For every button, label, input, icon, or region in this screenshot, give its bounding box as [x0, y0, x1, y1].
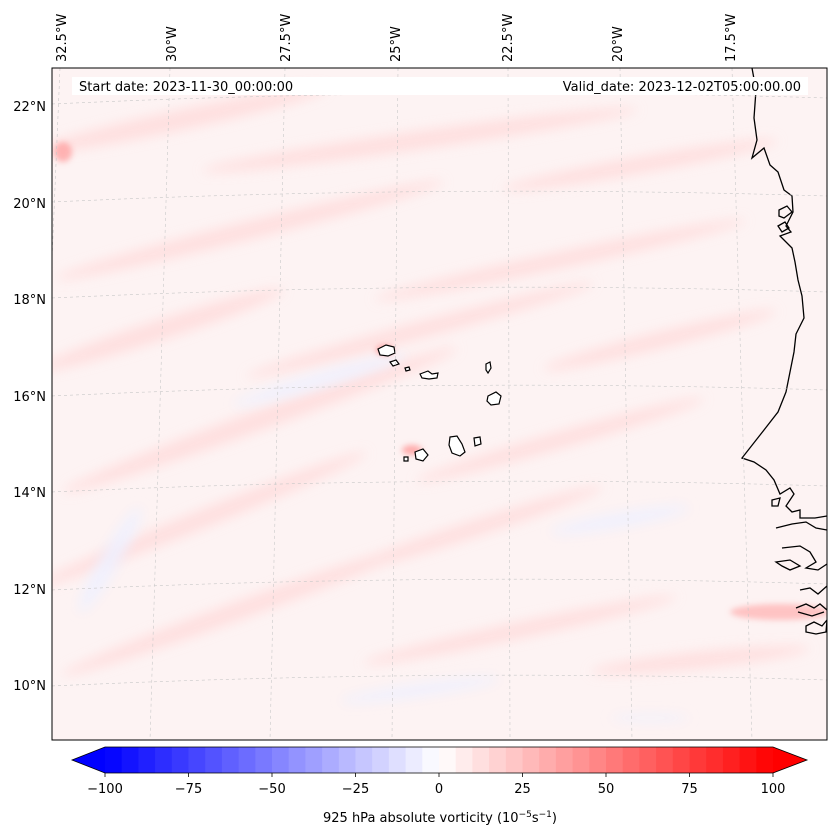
island-santo-antao: [377, 344, 396, 357]
colorbar-segment: [555, 747, 573, 773]
colorbar-segment: [238, 747, 256, 773]
valid-date-label: Valid_date: 2023-12-02T05:00:00.00: [563, 80, 801, 95]
cbar-tick-label: 25: [514, 782, 531, 797]
start-date-label: Start date: 2023-11-30_00:00:00: [79, 80, 293, 95]
longitude-labels: 32.5°W 30°W 27.5°W 25°W 22.5°W 20°W 17.5…: [55, 14, 739, 62]
cbar-tick-label: 100: [761, 782, 786, 797]
colorbar-segment: [105, 747, 123, 773]
lon-label-17-5w: 17.5°W: [724, 14, 739, 62]
colorbar-segment: [656, 747, 674, 773]
colorbar-segment: [572, 747, 590, 773]
lon-label-20w: 20°W: [611, 26, 626, 62]
colorbar-segment: [338, 747, 356, 773]
island-maio: [473, 436, 482, 447]
colorbar-label: 925 hPa absolute vorticity (10−5s−1): [323, 810, 557, 826]
cbar-tick-label: −75: [175, 782, 202, 797]
colorbar-segment: [188, 747, 206, 773]
island-santiago: [448, 435, 466, 457]
colorbar-segment: [138, 747, 156, 773]
lon-label-22-5w: 22.5°W: [501, 14, 516, 62]
island-sao-vicente: [389, 359, 400, 367]
colorbar-segment: [372, 747, 390, 773]
colorbar-segment: [205, 747, 223, 773]
colorbar-segment: [756, 747, 774, 773]
colorbar-segment: [589, 747, 607, 773]
colorbar-segment: [155, 747, 173, 773]
colorbar-segments: [72, 747, 807, 773]
lat-label-10n: 10°N: [13, 679, 46, 694]
colorbar-min-extension: [72, 747, 105, 773]
colorbar-segment: [455, 747, 473, 773]
map-frame: [51, 67, 828, 741]
island-fogo: [414, 448, 429, 462]
lat-label-16n: 16°N: [13, 390, 46, 405]
colorbar-segment: [221, 747, 239, 773]
colorbar-segment: [472, 747, 490, 773]
colorbar-segment: [171, 747, 189, 773]
island-brava: [403, 456, 409, 462]
lon-label-32-5w: 32.5°W: [55, 14, 70, 62]
colorbar-segment: [255, 747, 273, 773]
cape-verde-islands: [377, 344, 502, 462]
colorbar-ticks: [104, 773, 774, 777]
map-panel: Start date: 2023-11-30_00:00:00 Valid_da…: [51, 67, 828, 741]
colorbar-segment: [505, 747, 523, 773]
colorbar-segment: [722, 747, 740, 773]
colorbar-segment: [622, 747, 640, 773]
colorbar-segment: [405, 747, 423, 773]
colorbar-segment: [422, 747, 440, 773]
colorbar-segment: [439, 747, 457, 773]
cbar-tick-label: 0: [435, 782, 443, 797]
colorbar-segment: [288, 747, 306, 773]
colorbar-segment: [388, 747, 406, 773]
colorbar-tick-labels: −100 −75 −50 −25 0 25 50 75 100: [87, 782, 785, 797]
colorbar-segment: [739, 747, 757, 773]
colorbar-segment: [121, 747, 139, 773]
island-santa-luzia: [404, 366, 411, 372]
colorbar-max-extension: [773, 747, 807, 773]
colorbar-segment: [539, 747, 557, 773]
island-sal: [485, 361, 492, 375]
island-sao-nicolau: [419, 370, 439, 380]
cbar-tick-label: −100: [87, 782, 123, 797]
colorbar-segment: [522, 747, 540, 773]
lat-label-12n: 12°N: [13, 583, 46, 598]
latitude-labels: 22°N 20°N 18°N 16°N 14°N 12°N 10°N: [13, 100, 46, 694]
lat-label-14n: 14°N: [13, 486, 46, 501]
colorbar: −100 −75 −50 −25 0 25 50 75 100 925 hPa …: [70, 746, 809, 826]
colorbar-segment: [672, 747, 690, 773]
lat-label-22n: 22°N: [13, 100, 46, 115]
lon-label-30w: 30°W: [165, 26, 180, 62]
graticule: [52, 68, 827, 740]
colorbar-segment: [355, 747, 373, 773]
cbar-tick-label: −25: [342, 782, 369, 797]
colorbar-segment: [489, 747, 507, 773]
cbar-tick-label: 50: [598, 782, 615, 797]
cbar-tick-label: 75: [681, 782, 698, 797]
colorbar-segment: [706, 747, 724, 773]
lat-label-20n: 20°N: [13, 197, 46, 212]
colorbar-segment: [689, 747, 707, 773]
lon-label-25w: 25°W: [389, 26, 404, 62]
colorbar-segment: [305, 747, 323, 773]
island-boa-vista: [486, 391, 502, 406]
colorbar-segment: [272, 747, 290, 773]
date-annotation-bar: [72, 77, 808, 95]
colorbar-segment: [639, 747, 657, 773]
lon-label-27-5w: 27.5°W: [279, 14, 294, 62]
colorbar-segment: [322, 747, 340, 773]
lat-label-18n: 18°N: [13, 293, 46, 308]
colorbar-segment: [606, 747, 624, 773]
cbar-tick-label: −50: [258, 782, 285, 797]
